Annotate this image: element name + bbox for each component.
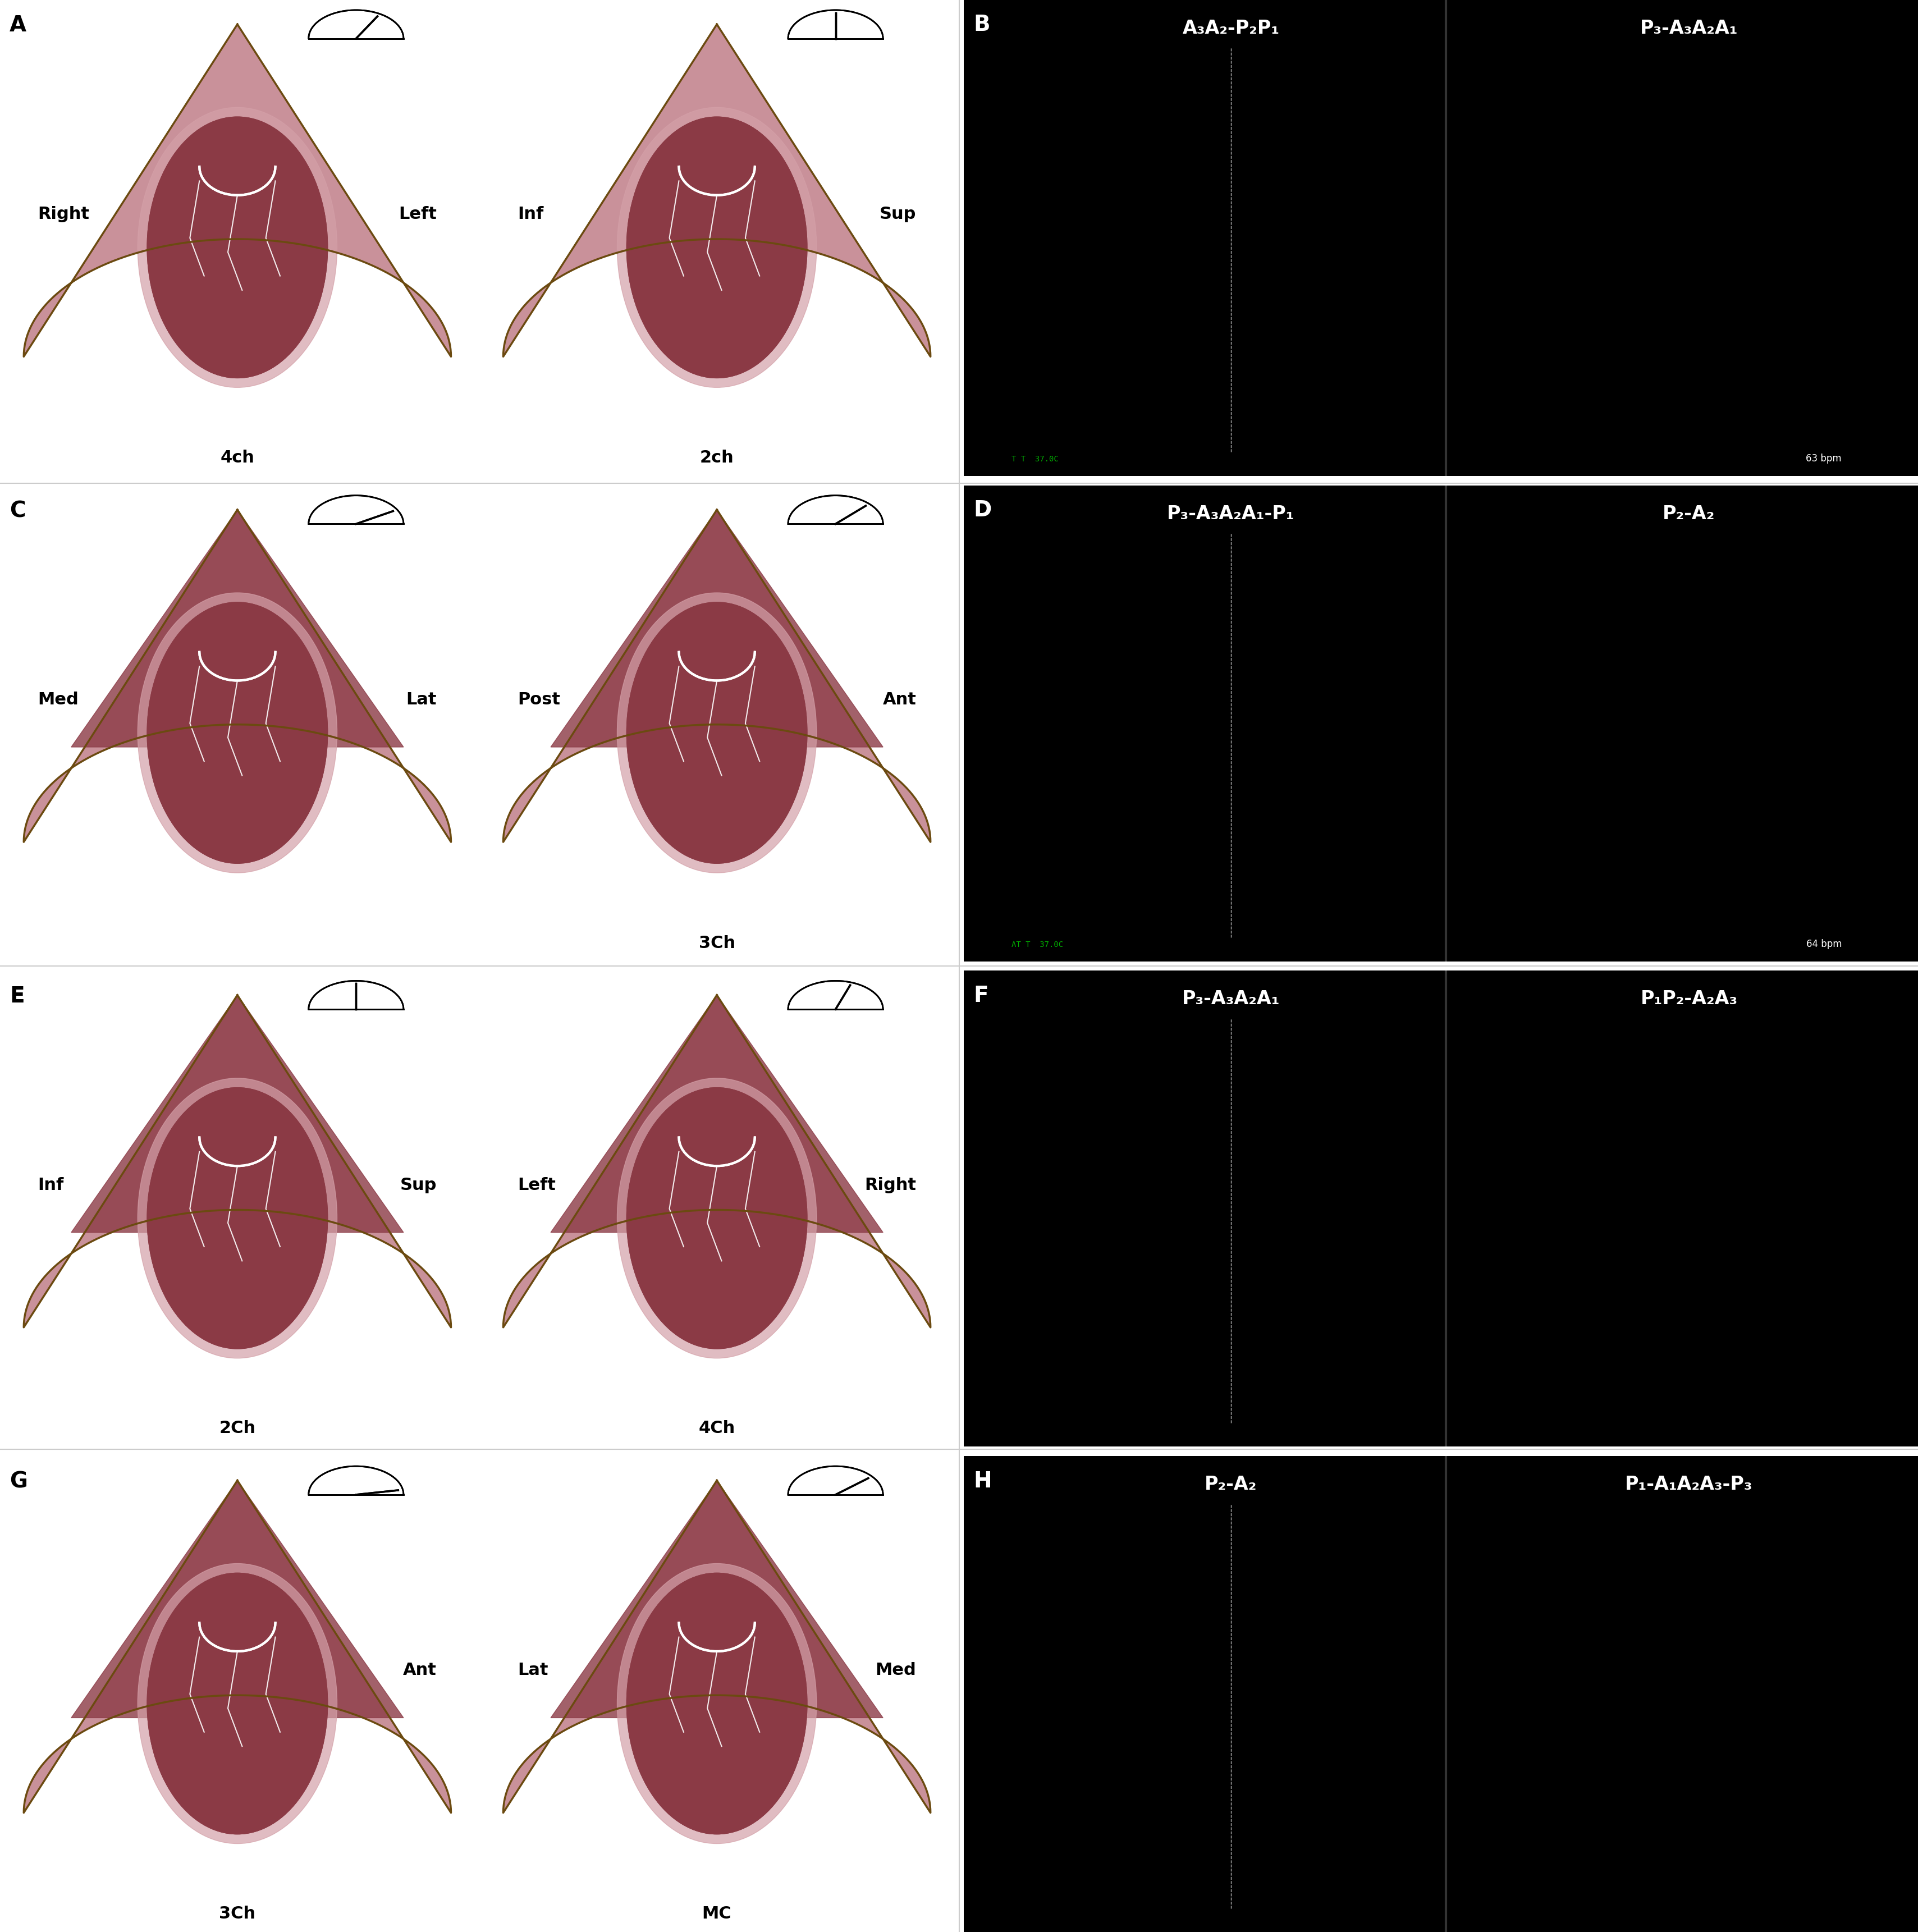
Ellipse shape <box>627 116 807 379</box>
Text: 64 bpm: 64 bpm <box>1807 939 1841 949</box>
Polygon shape <box>550 995 882 1233</box>
Text: G: G <box>10 1470 27 1492</box>
Text: 3Ch: 3Ch <box>219 1905 255 1922</box>
Text: P₁P₂-A₂A₃: P₁P₂-A₂A₃ <box>1640 989 1738 1009</box>
Text: P₃-A₃A₂A₁-P₁: P₃-A₃A₂A₁-P₁ <box>1168 504 1295 524</box>
Text: P₃-A₃A₂A₁: P₃-A₃A₂A₁ <box>1181 989 1279 1009</box>
Ellipse shape <box>618 108 817 388</box>
Text: AT T  37.0C: AT T 37.0C <box>1011 941 1063 949</box>
Text: Inf: Inf <box>518 207 543 222</box>
Polygon shape <box>963 970 1918 1447</box>
Ellipse shape <box>148 116 328 379</box>
Ellipse shape <box>138 1563 338 1843</box>
Polygon shape <box>550 510 882 748</box>
Ellipse shape <box>138 593 338 873</box>
Ellipse shape <box>148 1088 328 1349</box>
Text: Left: Left <box>518 1177 556 1194</box>
Polygon shape <box>23 1480 451 1812</box>
Ellipse shape <box>627 603 807 864</box>
Polygon shape <box>23 25 451 357</box>
Text: A: A <box>10 15 27 37</box>
Text: Inf: Inf <box>38 1177 63 1194</box>
Text: Med: Med <box>875 1662 917 1679</box>
Ellipse shape <box>627 603 807 864</box>
Polygon shape <box>963 1457 1918 1932</box>
Polygon shape <box>503 995 930 1327</box>
Polygon shape <box>71 995 403 1233</box>
Text: T T  37.0C: T T 37.0C <box>1011 456 1059 464</box>
Ellipse shape <box>148 603 328 864</box>
Text: A₃A₂-P₂P₁: A₃A₂-P₂P₁ <box>1181 19 1279 37</box>
Polygon shape <box>309 1466 403 1495</box>
Text: 4ch: 4ch <box>221 450 255 466</box>
Text: P₂-A₂: P₂-A₂ <box>1663 504 1715 524</box>
Polygon shape <box>309 981 403 1009</box>
Text: B: B <box>972 14 990 35</box>
Polygon shape <box>503 510 930 842</box>
Text: 3Ch: 3Ch <box>698 935 735 951</box>
Text: Lat: Lat <box>518 1662 549 1679</box>
Text: Sup: Sup <box>401 1177 437 1194</box>
Ellipse shape <box>138 108 338 388</box>
Polygon shape <box>503 1480 930 1812</box>
Polygon shape <box>309 495 403 524</box>
Text: E: E <box>10 985 25 1007</box>
Text: Lat: Lat <box>407 692 437 707</box>
Polygon shape <box>788 495 882 524</box>
Ellipse shape <box>627 116 807 379</box>
Text: P₁-A₁A₂A₃-P₃: P₁-A₁A₂A₃-P₃ <box>1625 1476 1753 1493</box>
Ellipse shape <box>627 1573 807 1833</box>
Polygon shape <box>788 10 882 39</box>
Polygon shape <box>503 25 930 357</box>
Text: Ant: Ant <box>882 692 917 707</box>
Text: H: H <box>972 1470 992 1492</box>
Polygon shape <box>23 510 451 842</box>
Polygon shape <box>71 510 403 748</box>
Text: P₃-A₃A₂A₁: P₃-A₃A₂A₁ <box>1640 19 1738 37</box>
Text: C: C <box>10 500 25 522</box>
Polygon shape <box>23 995 451 1327</box>
Polygon shape <box>71 1480 403 1718</box>
Text: Sup: Sup <box>880 207 917 222</box>
Ellipse shape <box>627 1088 807 1349</box>
Text: D: D <box>972 500 992 522</box>
Text: Right: Right <box>38 207 90 222</box>
Polygon shape <box>963 485 1918 962</box>
Ellipse shape <box>138 1078 338 1358</box>
Text: 2Ch: 2Ch <box>219 1420 255 1437</box>
Polygon shape <box>309 10 403 39</box>
Text: MC: MC <box>702 1905 731 1922</box>
Polygon shape <box>788 981 882 1009</box>
Ellipse shape <box>148 1573 328 1833</box>
Ellipse shape <box>618 1563 817 1843</box>
Text: Med: Med <box>38 692 79 707</box>
Ellipse shape <box>618 593 817 873</box>
Polygon shape <box>550 1480 882 1718</box>
Ellipse shape <box>148 1573 328 1833</box>
Text: F: F <box>972 985 988 1007</box>
Polygon shape <box>963 0 1918 475</box>
Text: Post: Post <box>518 692 560 707</box>
Text: 4Ch: 4Ch <box>698 1420 735 1437</box>
Text: Ant: Ant <box>403 1662 437 1679</box>
Ellipse shape <box>148 116 328 379</box>
Ellipse shape <box>618 1078 817 1358</box>
Ellipse shape <box>627 1088 807 1349</box>
Ellipse shape <box>627 1573 807 1833</box>
Ellipse shape <box>148 1088 328 1349</box>
Polygon shape <box>788 1466 882 1495</box>
Text: 2ch: 2ch <box>700 450 735 466</box>
Ellipse shape <box>148 603 328 864</box>
Text: Left: Left <box>399 207 437 222</box>
Text: P₂-A₂: P₂-A₂ <box>1205 1476 1256 1493</box>
Text: Right: Right <box>865 1177 917 1194</box>
Text: 63 bpm: 63 bpm <box>1807 454 1841 464</box>
